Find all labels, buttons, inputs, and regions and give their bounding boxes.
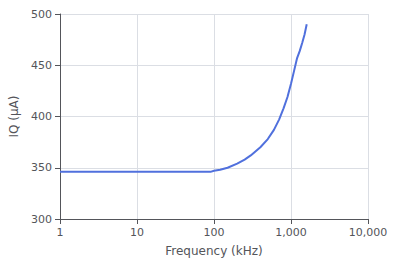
svg-text:450: 450	[31, 59, 52, 72]
svg-text:1: 1	[57, 226, 64, 239]
svg-text:10,000: 10,000	[349, 226, 388, 239]
svg-text:400: 400	[31, 110, 52, 123]
svg-text:350: 350	[31, 161, 52, 174]
svg-text:100: 100	[204, 226, 225, 239]
svg-text:Frequency (kHz): Frequency (kHz)	[165, 244, 262, 258]
svg-text:1,000: 1,000	[275, 226, 307, 239]
svg-text:500: 500	[31, 8, 52, 21]
svg-text:IQ (μA): IQ (μA)	[7, 95, 21, 137]
svg-text:10: 10	[130, 226, 144, 239]
svg-text:300: 300	[31, 213, 52, 226]
